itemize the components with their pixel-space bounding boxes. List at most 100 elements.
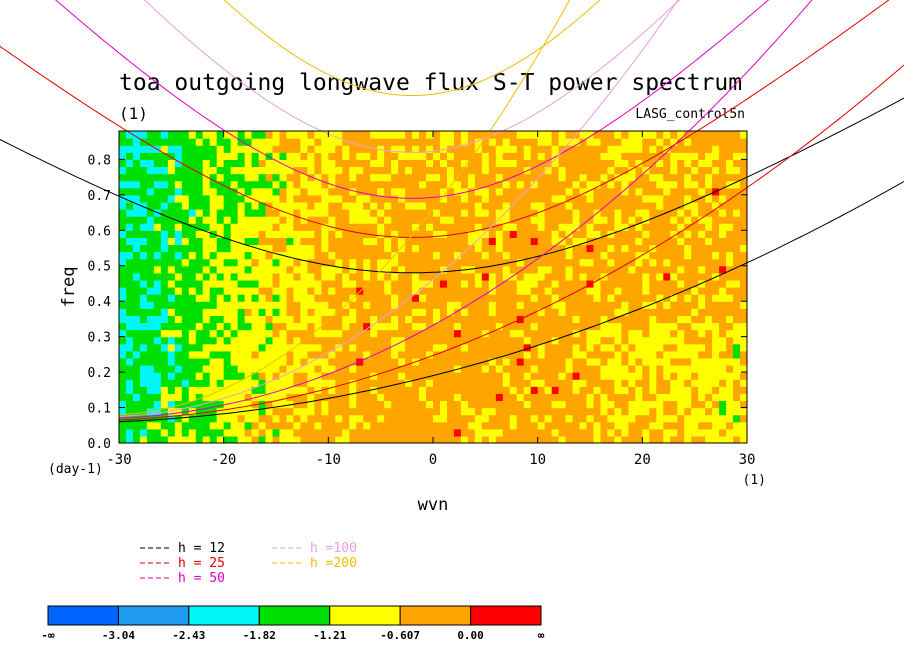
heatmap-cell bbox=[279, 301, 288, 309]
heatmap-cell bbox=[607, 336, 616, 345]
heatmap-cell bbox=[621, 301, 629, 309]
heatmap-cell bbox=[391, 216, 399, 224]
heatmap-cell bbox=[551, 152, 560, 160]
heatmap-cell bbox=[132, 279, 141, 288]
heatmap-cell bbox=[237, 294, 246, 302]
heatmap-cell bbox=[712, 379, 720, 387]
heatmap-cell bbox=[733, 407, 741, 416]
heatmap-cell bbox=[265, 343, 274, 352]
heatmap-cell bbox=[119, 265, 127, 274]
heatmap-cell bbox=[558, 329, 567, 338]
heatmap-cell bbox=[509, 393, 518, 402]
heatmap-cell bbox=[635, 357, 643, 366]
heatmap-cell bbox=[202, 336, 211, 345]
heatmap-field bbox=[119, 131, 747, 443]
heatmap-cell bbox=[377, 343, 385, 352]
heatmap-cell bbox=[705, 329, 713, 338]
heatmap-cell bbox=[433, 244, 441, 253]
heatmap-cell bbox=[607, 173, 616, 182]
heatmap-cell bbox=[119, 301, 127, 309]
heatmap-cell bbox=[495, 216, 504, 224]
heatmap-cell bbox=[258, 435, 267, 443]
heatmap-cell bbox=[153, 159, 162, 168]
heatmap-cell bbox=[433, 230, 441, 238]
heatmap-cell bbox=[621, 272, 629, 281]
heatmap-cell bbox=[628, 223, 636, 231]
heatmap-cell bbox=[537, 265, 546, 274]
heatmap-cell bbox=[216, 287, 225, 295]
heatmap-cell bbox=[356, 308, 364, 316]
heatmap-cell bbox=[642, 258, 650, 267]
heatmap-cell bbox=[719, 180, 727, 189]
heatmap-cell bbox=[551, 343, 560, 352]
heatmap-cell bbox=[265, 428, 274, 437]
heatmap-cell bbox=[467, 428, 476, 437]
heatmap-cell bbox=[405, 301, 413, 309]
heatmap-cell bbox=[363, 336, 371, 345]
heatmap-cell bbox=[656, 322, 664, 331]
heatmap-cell bbox=[439, 166, 448, 175]
heatmap-cell bbox=[119, 194, 127, 203]
heatmap-cell bbox=[181, 421, 190, 430]
heatmap-cell bbox=[677, 201, 685, 210]
heatmap-cell bbox=[684, 322, 692, 331]
heatmap-cell bbox=[474, 152, 483, 160]
heatmap-cell bbox=[279, 173, 288, 182]
heatmap-cell bbox=[649, 287, 657, 295]
heatmap-cell bbox=[328, 386, 336, 394]
heatmap-cell bbox=[516, 414, 525, 423]
heatmap-cell bbox=[509, 244, 518, 253]
heatmap-cell bbox=[719, 414, 727, 423]
heatmap-cell bbox=[579, 272, 588, 281]
heatmap-cell bbox=[656, 400, 664, 409]
heatmap-cell bbox=[132, 407, 141, 416]
heatmap-cell bbox=[119, 357, 127, 366]
heatmap-cell bbox=[286, 258, 295, 267]
heatmap-cell bbox=[635, 350, 643, 359]
heatmap-cell bbox=[579, 230, 588, 238]
heatmap-cell bbox=[565, 393, 574, 402]
heatmap-cell bbox=[460, 287, 469, 295]
heatmap-cell bbox=[279, 194, 288, 203]
heatmap-cell bbox=[279, 216, 288, 224]
heatmap-cell bbox=[509, 187, 518, 196]
heatmap-cell bbox=[691, 421, 699, 430]
heatmap-cell bbox=[405, 372, 413, 380]
heatmap-cell bbox=[321, 315, 329, 324]
heatmap-cell bbox=[398, 230, 406, 238]
heatmap-cell bbox=[670, 294, 678, 302]
heatmap-cell bbox=[237, 428, 246, 437]
heatmap-cell bbox=[481, 379, 490, 387]
heatmap-cell bbox=[530, 159, 539, 168]
heatmap-cell bbox=[467, 435, 476, 443]
heatmap-cell bbox=[586, 357, 595, 366]
heatmap-cell bbox=[181, 152, 190, 160]
heatmap-cell bbox=[195, 244, 204, 253]
heatmap-cell bbox=[293, 350, 302, 359]
heatmap-cell bbox=[321, 372, 329, 380]
heatmap-cell bbox=[209, 159, 218, 168]
heatmap-cell bbox=[223, 131, 232, 139]
heatmap-cell bbox=[125, 201, 134, 210]
heatmap-cell bbox=[160, 301, 169, 309]
heatmap-cell bbox=[677, 357, 685, 366]
heatmap-cell bbox=[649, 180, 657, 189]
heatmap-cell bbox=[286, 131, 295, 139]
heatmap-cell bbox=[572, 216, 581, 224]
heatmap-cell bbox=[481, 343, 490, 352]
heatmap-cell bbox=[733, 152, 741, 160]
heatmap-cell bbox=[419, 428, 427, 437]
heatmap-cell bbox=[502, 421, 511, 430]
heatmap-cell bbox=[488, 294, 497, 302]
heatmap-cell bbox=[335, 435, 343, 443]
heatmap-cell bbox=[321, 393, 329, 402]
heatmap-cell bbox=[677, 258, 685, 267]
heatmap-cell bbox=[405, 201, 413, 210]
heatmap-cell bbox=[621, 159, 629, 168]
heatmap-cell bbox=[216, 294, 225, 302]
heatmap-cell bbox=[649, 308, 657, 316]
heatmap-cell bbox=[467, 209, 476, 217]
heatmap-cell bbox=[635, 230, 643, 238]
heatmap-cell bbox=[293, 180, 302, 189]
heatmap-cell bbox=[600, 308, 609, 316]
